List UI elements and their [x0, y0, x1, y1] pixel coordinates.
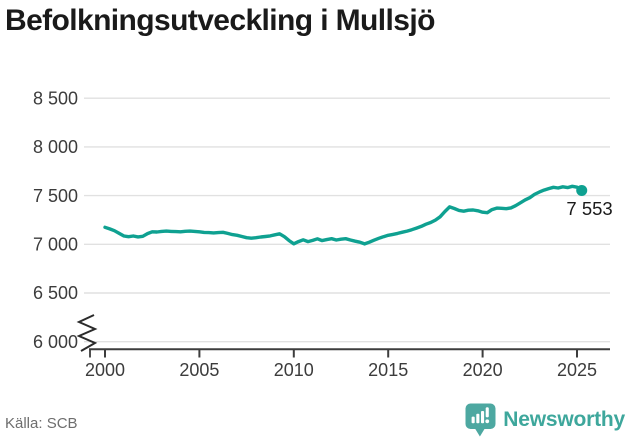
logo-exclamation-bar — [485, 407, 490, 418]
logo-bar-medium — [476, 413, 480, 424]
newsworthy-logo-icon — [465, 403, 496, 437]
y-axis-label: 8 500 — [33, 88, 78, 108]
x-axis-label: 2000 — [85, 360, 125, 380]
population-chart: 8 500 8 000 7 500 7 000 6 500 6 000 2000 2005 20… — [33, 88, 613, 380]
x-axis-label: 2025 — [557, 360, 597, 380]
population-line — [103, 184, 584, 246]
y-axis-label: 7 500 — [33, 186, 78, 206]
y-axis-break — [76, 314, 98, 352]
series-end-dot — [576, 184, 588, 196]
y-axis-label: 6 000 — [33, 332, 78, 352]
chart-title: Befolkningsutveckling i Mullsjö — [5, 4, 435, 37]
x-axis-label: 2020 — [463, 360, 503, 380]
y-axis-label: 8 000 — [33, 137, 78, 157]
x-axis-label: 2015 — [368, 360, 408, 380]
newsworthy-wordmark: Newsworthy — [503, 408, 625, 431]
logo-exclamation-dot — [485, 419, 490, 424]
speech-bubble-shape — [465, 403, 496, 437]
end-value-label: 7 553 — [566, 198, 612, 219]
x-axis-label: 2005 — [179, 360, 219, 380]
newsworthy-brand: Newsworthy — [465, 403, 625, 437]
source-attribution: Källa: SCB — [5, 415, 78, 432]
y-axis-label: 6 500 — [33, 283, 78, 303]
logo-bar-large — [481, 411, 485, 424]
logo-bar-small — [471, 416, 475, 424]
y-axis-label: 7 000 — [33, 235, 78, 255]
x-axis-label: 2010 — [274, 360, 314, 380]
